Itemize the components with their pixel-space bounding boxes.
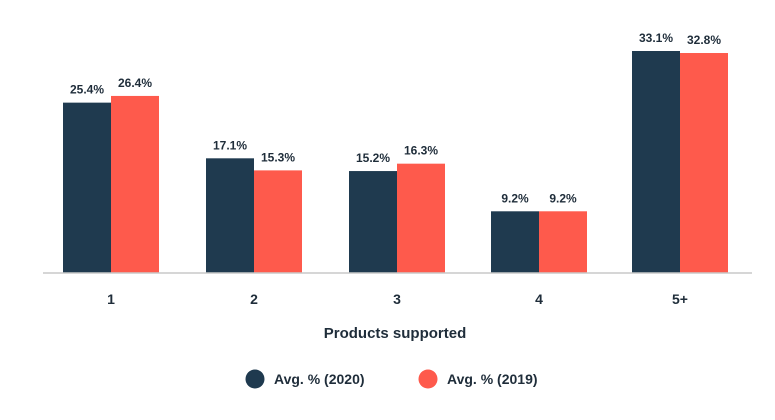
x-axis-title: Products supported: [324, 325, 467, 342]
bar-2019-2: [254, 170, 302, 273]
legend: Avg. % (2020) Avg. % (2019): [245, 369, 538, 389]
bar-2020-4: [491, 211, 539, 273]
legend-swatch: [418, 369, 438, 389]
x-tick-label: 2: [250, 291, 258, 307]
value-label: 17.1%: [213, 138, 247, 152]
value-label: 26.4%: [118, 76, 152, 90]
value-label: 32.8%: [687, 33, 721, 47]
x-tick-label: 4: [535, 291, 543, 307]
value-label: 15.2%: [356, 151, 390, 165]
bars-group: [63, 51, 728, 274]
value-label: 16.3%: [404, 144, 438, 158]
bar-2020-2: [206, 158, 254, 273]
bar-2019-4: [539, 211, 587, 273]
value-label: 25.4%: [70, 83, 104, 97]
value-labels-group: 25.4% 26.4% 17.1% 15.3% 15.2% 16.3% 9.2% 9.2% 33…: [70, 31, 721, 205]
legend-label: Avg. % (2020): [274, 371, 365, 387]
bar-2020-1: [63, 102, 111, 274]
x-tick-label: 1: [107, 291, 115, 307]
x-tick-label: 3: [393, 291, 401, 307]
bar-2019-3: [397, 163, 445, 273]
bar-2019-1: [111, 95, 159, 273]
bar-2019-5plus: [680, 53, 728, 273]
x-tick-labels-group: 1 2 3 4 5+: [107, 291, 688, 307]
value-label: 9.2%: [549, 191, 577, 205]
value-label: 33.1%: [639, 31, 673, 45]
x-tick-label: 5+: [672, 291, 688, 307]
value-label: 9.2%: [501, 191, 529, 205]
legend-swatch: [245, 369, 265, 389]
bar-2020-5plus: [632, 51, 680, 273]
value-label: 15.3%: [261, 150, 295, 164]
bar-2020-3: [349, 171, 397, 273]
legend-label: Avg. % (2019): [447, 371, 538, 387]
